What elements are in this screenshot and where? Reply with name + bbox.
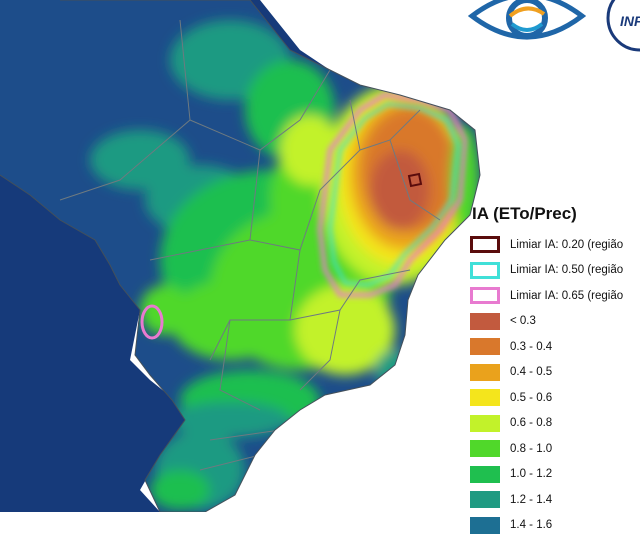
legend-swatch xyxy=(470,262,500,279)
legend-swatch xyxy=(470,236,500,253)
legend-label: 0.3 - 0.4 xyxy=(510,341,552,353)
legend-swatch xyxy=(470,364,500,381)
legend-label: 1.2 - 1.4 xyxy=(510,494,552,506)
legend-swatch xyxy=(470,313,500,330)
threshold-contour-0-20 xyxy=(409,174,421,186)
legend-swatch xyxy=(470,338,500,355)
legend-threshold-item: Limiar IA: 0.65 (região xyxy=(470,283,640,309)
legend-classe-item: 0.3 - 0.4 xyxy=(470,334,640,360)
legend-swatch xyxy=(470,517,500,534)
legend-classe-item: 0.8 - 1.0 xyxy=(470,436,640,462)
legend-threshold-item: Limiar IA: 0.50 (região xyxy=(470,258,640,284)
legend-classe-item: 0.6 - 0.8 xyxy=(470,411,640,437)
legend-swatch xyxy=(470,415,500,432)
legend-swatch xyxy=(470,287,500,304)
legend-classe-item: 1.0 - 1.2 xyxy=(470,462,640,488)
legend-classe-item: 1.4 - 1.6 xyxy=(470,513,640,538)
legend-label: 1.4 - 1.6 xyxy=(510,519,552,531)
legend-label: < 0.3 xyxy=(510,315,536,327)
legend-label: 0.4 - 0.5 xyxy=(510,366,552,378)
legend-classe-item: 0.4 - 0.5 xyxy=(470,360,640,386)
legend-label: Limiar IA: 0.50 (região xyxy=(510,264,623,276)
legend-swatch xyxy=(470,491,500,508)
legend-threshold-item: Limiar IA: 0.20 (região xyxy=(470,232,640,258)
legend-label: 1.0 - 1.2 xyxy=(510,468,552,480)
legend-label: 0.5 - 0.6 xyxy=(510,392,552,404)
legend-classe-item: < 0.3 xyxy=(470,309,640,335)
legend-classe-item: 1.2 - 1.4 xyxy=(470,487,640,513)
legend-swatch xyxy=(470,466,500,483)
legend-label: Limiar IA: 0.65 (região xyxy=(510,290,623,302)
legend-swatch xyxy=(470,389,500,406)
partner-logo-icon: INF xyxy=(606,0,640,52)
legend-label: Limiar IA: 0.20 (região xyxy=(510,239,623,251)
legend-label: 0.8 - 1.0 xyxy=(510,443,552,455)
legend-classe-item: 0.5 - 0.6 xyxy=(470,385,640,411)
legend-title: IA (ETo/Prec) xyxy=(472,204,640,224)
svg-text:INF: INF xyxy=(620,13,640,29)
legend-label: 0.6 - 0.8 xyxy=(510,417,552,429)
inpe-eye-logo-icon xyxy=(468,0,586,52)
legend-swatch xyxy=(470,440,500,457)
legend-rows: Limiar IA: 0.20 (região Limiar IA: 0.50 (… xyxy=(470,232,640,538)
